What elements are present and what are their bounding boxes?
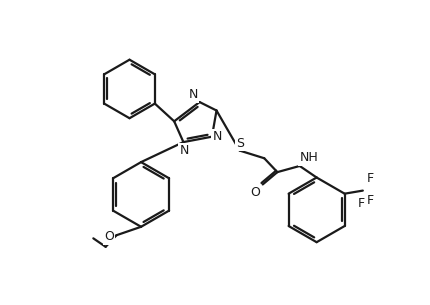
Text: F: F — [367, 195, 374, 207]
Text: N: N — [189, 88, 198, 101]
Text: NH: NH — [300, 151, 319, 164]
Text: N: N — [213, 130, 222, 143]
Text: O: O — [104, 230, 114, 243]
Text: F: F — [358, 197, 365, 210]
Text: N: N — [179, 144, 189, 157]
Text: S: S — [237, 137, 244, 150]
Text: O: O — [250, 186, 260, 199]
Text: F: F — [367, 172, 374, 185]
